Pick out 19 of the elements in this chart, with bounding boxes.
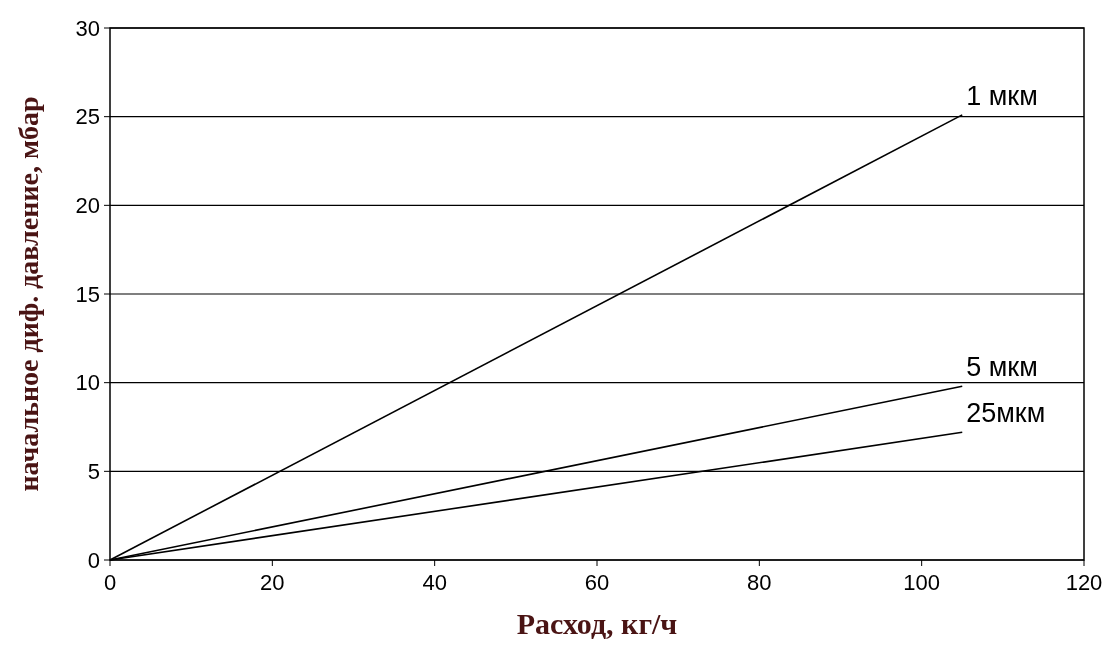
x-tick-label: 0 — [103, 570, 117, 595]
y-tick-label: 30 — [75, 15, 100, 41]
x-axis-title: Расход, кг/ч — [516, 607, 678, 640]
x-tick-label: 120 — [1065, 570, 1103, 595]
x-tick-label: 40 — [422, 570, 447, 595]
y-tick-label: 10 — [75, 370, 100, 396]
y-tick-label: 5 — [87, 459, 100, 485]
x-tick-label: 60 — [584, 570, 610, 595]
y-tick-label: 25 — [75, 104, 100, 130]
series-label: 25мкм — [966, 398, 1046, 429]
series-label: 5 мкм — [966, 352, 1038, 383]
series-label: 1 мкм — [966, 80, 1038, 111]
x-tick-label: 80 — [747, 570, 772, 595]
x-tick-label: 20 — [260, 570, 285, 595]
y-axis-title: начальное диф. давление, мбар — [13, 96, 44, 492]
y-tick-label: 20 — [75, 193, 100, 219]
y-tick-label: 0 — [87, 547, 100, 573]
x-tick-label: 100 — [903, 570, 941, 595]
y-tick-label: 15 — [75, 281, 100, 307]
